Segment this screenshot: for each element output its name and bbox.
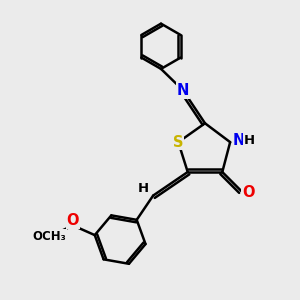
Text: H: H [137, 182, 148, 195]
Text: OCH₃: OCH₃ [32, 230, 66, 243]
Text: S: S [173, 135, 184, 150]
Text: O: O [67, 213, 79, 228]
Text: N: N [177, 83, 189, 98]
Text: O: O [242, 185, 254, 200]
Text: H: H [244, 134, 255, 147]
Text: N: N [233, 133, 245, 148]
